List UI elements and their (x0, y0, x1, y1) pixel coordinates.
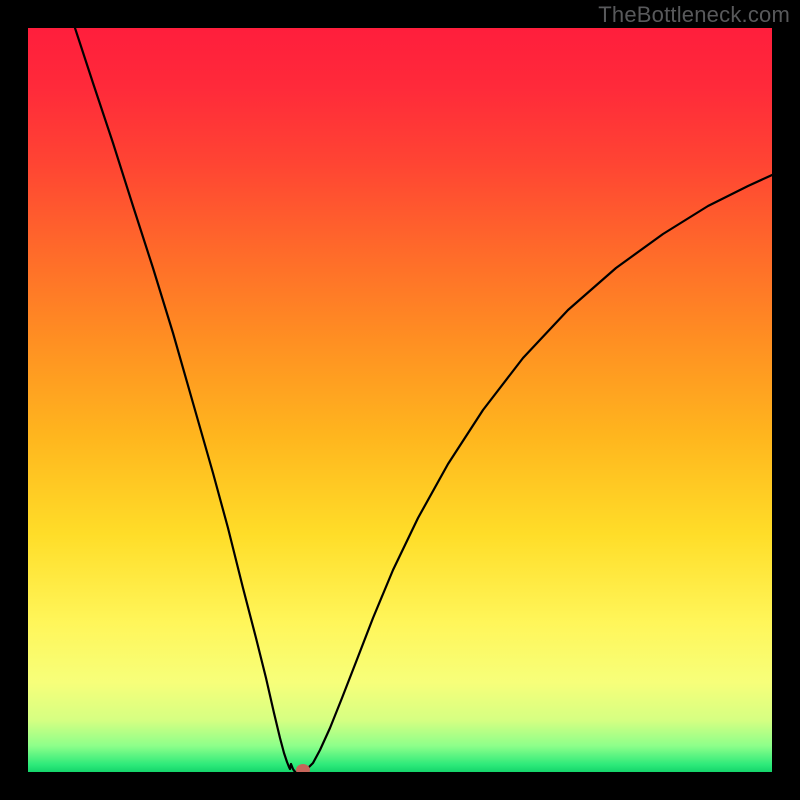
bottleneck-curve (28, 28, 772, 772)
watermark-label: TheBottleneck.com (598, 2, 790, 28)
plot-area (28, 28, 772, 772)
min-marker (296, 764, 310, 772)
chart-frame: TheBottleneck.com (0, 0, 800, 800)
curve-line (75, 28, 772, 772)
